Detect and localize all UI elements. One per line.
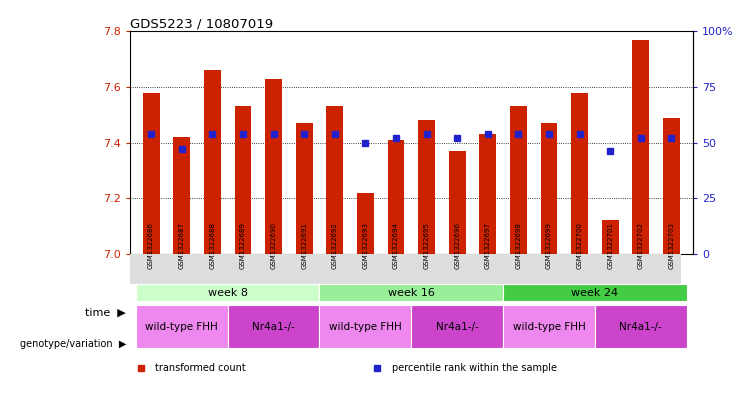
Text: GSM1322687: GSM1322687: [179, 222, 185, 269]
Bar: [388, 140, 405, 253]
Text: GDS5223 / 10807019: GDS5223 / 10807019: [130, 17, 273, 30]
Text: GSM1322699: GSM1322699: [546, 222, 552, 269]
Text: GSM1322692: GSM1322692: [332, 222, 338, 269]
Bar: [479, 134, 496, 253]
Text: GSM1322697: GSM1322697: [485, 222, 491, 269]
Text: week 8: week 8: [207, 288, 247, 298]
Bar: [204, 70, 221, 253]
Text: wild-type FHH: wild-type FHH: [145, 321, 218, 332]
Bar: [663, 118, 679, 253]
FancyBboxPatch shape: [319, 305, 411, 349]
FancyBboxPatch shape: [319, 284, 503, 301]
Text: week 16: week 16: [388, 288, 435, 298]
Text: GSM1322695: GSM1322695: [424, 222, 430, 269]
Bar: [296, 123, 313, 253]
Bar: [173, 137, 190, 253]
FancyBboxPatch shape: [411, 305, 503, 349]
Text: GSM1322689: GSM1322689: [240, 222, 246, 269]
Text: Nr4a1-/-: Nr4a1-/-: [436, 321, 479, 332]
Bar: [326, 107, 343, 253]
FancyBboxPatch shape: [130, 253, 680, 284]
Bar: [449, 151, 465, 253]
FancyBboxPatch shape: [136, 305, 227, 349]
Text: wild-type FHH: wild-type FHH: [513, 321, 585, 332]
FancyBboxPatch shape: [503, 305, 595, 349]
FancyBboxPatch shape: [227, 305, 319, 349]
FancyBboxPatch shape: [595, 305, 687, 349]
Text: transformed count: transformed count: [155, 363, 246, 373]
Text: time  ▶: time ▶: [85, 307, 126, 318]
Bar: [265, 79, 282, 253]
Text: Nr4a1-/-: Nr4a1-/-: [619, 321, 662, 332]
FancyBboxPatch shape: [503, 284, 687, 301]
Bar: [143, 92, 159, 253]
Text: GSM1322690: GSM1322690: [270, 222, 276, 269]
Text: wild-type FHH: wild-type FHH: [329, 321, 402, 332]
Bar: [510, 107, 527, 253]
Bar: [357, 193, 373, 253]
Text: GSM1322696: GSM1322696: [454, 222, 460, 269]
Text: percentile rank within the sample: percentile rank within the sample: [391, 363, 556, 373]
Text: GSM1322702: GSM1322702: [638, 222, 644, 269]
Text: GSM1322703: GSM1322703: [668, 222, 674, 269]
Text: genotype/variation  ▶: genotype/variation ▶: [19, 339, 126, 349]
Text: Nr4a1-/-: Nr4a1-/-: [252, 321, 295, 332]
Bar: [234, 107, 251, 253]
Bar: [418, 120, 435, 253]
Text: GSM1322693: GSM1322693: [362, 222, 368, 269]
Bar: [571, 92, 588, 253]
Bar: [632, 40, 649, 253]
Text: GSM1322691: GSM1322691: [301, 222, 307, 269]
Text: GSM1322698: GSM1322698: [516, 222, 522, 269]
Bar: [602, 220, 619, 253]
Text: GSM1322688: GSM1322688: [209, 222, 216, 269]
Text: GSM1322701: GSM1322701: [607, 222, 614, 269]
FancyBboxPatch shape: [136, 284, 319, 301]
Text: GSM1322700: GSM1322700: [576, 222, 582, 269]
Bar: [541, 123, 557, 253]
Text: week 24: week 24: [571, 288, 619, 298]
Text: GSM1322694: GSM1322694: [393, 222, 399, 269]
Text: GSM1322686: GSM1322686: [148, 222, 154, 269]
